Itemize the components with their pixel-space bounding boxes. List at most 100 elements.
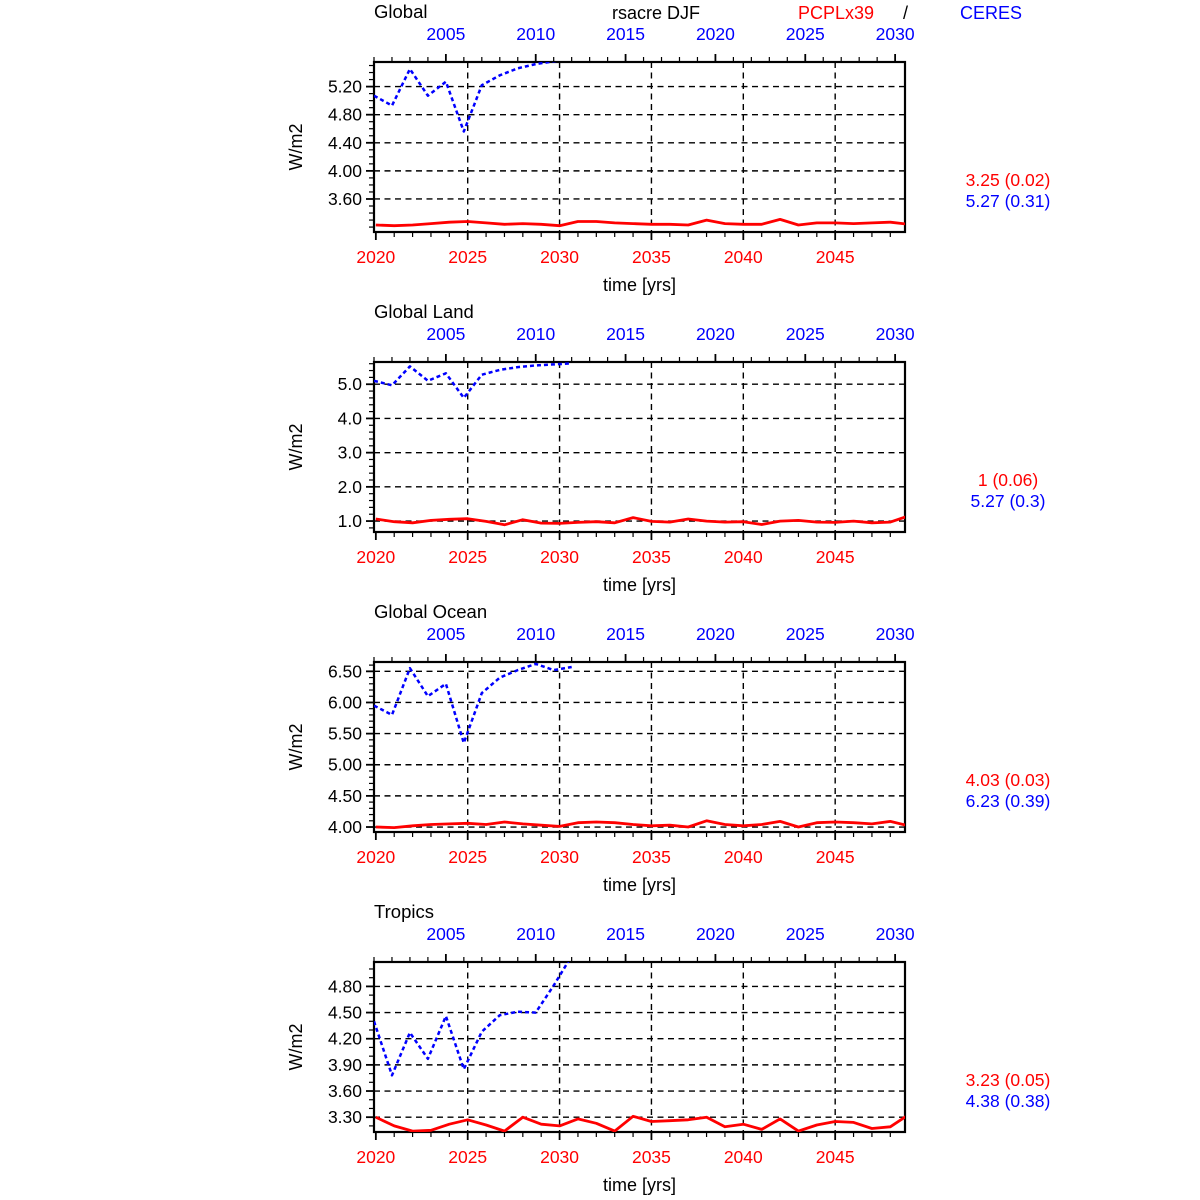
stat-model-value: 4.03 (0.03) <box>966 770 1051 790</box>
y-tick-label: 5.0 <box>338 374 363 394</box>
x-tick-label-top: 2010 <box>516 324 555 344</box>
x-tick-label-bottom: 2025 <box>448 547 487 567</box>
y-axis-label: W/m2 <box>286 724 306 771</box>
x-tick-label-bottom: 2020 <box>356 247 395 267</box>
panel-global: 3.60 4.00 4.40 4.80 5.20 2020 2025 2030 2035 2040… <box>286 1 1050 295</box>
x-tick-label-bottom: 2030 <box>540 547 579 567</box>
x-tick-label-top: 2020 <box>696 924 735 944</box>
y-tick-label: 3.30 <box>328 1107 362 1127</box>
x-tick-label-top: 2025 <box>786 324 825 344</box>
x-tick-label-bottom: 2020 <box>356 1147 395 1167</box>
x-tick-label-bottom: 2035 <box>632 247 671 267</box>
x-tick-label-top: 2010 <box>516 24 555 44</box>
x-tick-label-bottom: 2030 <box>540 1147 579 1167</box>
panel-title: Global <box>374 1 427 22</box>
panel-tropics: 3.30 3.60 3.90 4.20 4.50 4.80 2020 2025 2030 2035… <box>286 901 1050 1195</box>
y-axis-label: W/m2 <box>286 124 306 171</box>
series-pcplx39-line <box>375 515 905 527</box>
y-tick-label: 5.20 <box>328 77 362 97</box>
stat-model-value: 1 (0.06) <box>978 470 1038 490</box>
x-tick-label-top: 2005 <box>426 624 465 644</box>
y-axis-label: W/m2 <box>286 1024 306 1071</box>
plot-border <box>372 60 907 234</box>
series-ceres-line <box>374 662 572 745</box>
x-tick-label-top: 2030 <box>876 924 915 944</box>
panel-title: Global Land <box>374 301 474 322</box>
x-tick-label-top: 2025 <box>786 924 825 944</box>
y-tick-label: 4.50 <box>328 786 362 806</box>
stat-model-value: 3.25 (0.02) <box>966 170 1051 190</box>
x-axis-label: time [yrs] <box>603 275 676 295</box>
y-tick-label: 4.00 <box>328 817 362 837</box>
series-pcplx39-line <box>375 217 905 228</box>
y-tick-label: 2.0 <box>338 477 363 497</box>
y-axis-label: W/m2 <box>286 424 306 471</box>
x-tick-label-top: 2020 <box>696 24 735 44</box>
series-ceres-line <box>374 62 558 133</box>
y-tick-label: 1.0 <box>338 511 363 531</box>
y-tick-label: 3.0 <box>338 443 363 463</box>
plot-border <box>372 660 907 834</box>
stat-model-value: 3.23 (0.05) <box>966 1070 1051 1090</box>
y-tick-label: 4.80 <box>328 976 362 996</box>
x-tick-label-bottom: 2035 <box>632 547 671 567</box>
panel-global-land: 1.0 2.0 3.0 4.0 5.0 2020 2025 2030 2035 2040 2045 2… <box>286 301 1045 595</box>
y-tick-label: 4.0 <box>338 408 363 428</box>
plot-border <box>372 360 907 534</box>
plot-border <box>372 960 907 1134</box>
series-pcplx39-line <box>375 1114 905 1132</box>
x-tick-label-top: 2005 <box>426 324 465 344</box>
y-tick-label: 4.80 <box>328 105 362 125</box>
x-tick-label-top: 2020 <box>696 624 735 644</box>
x-tick-label-bottom: 2035 <box>632 847 671 867</box>
x-tick-label-top: 2015 <box>606 624 645 644</box>
stat-obs-value: 5.27 (0.31) <box>966 191 1051 211</box>
y-tick-label: 3.60 <box>328 189 362 209</box>
panel-global-ocean: 4.00 4.50 5.00 5.50 6.00 6.50 2020 2025 2030 2035… <box>286 601 1050 895</box>
x-tick-label-top: 2030 <box>876 624 915 644</box>
x-tick-label-bottom: 2040 <box>724 847 763 867</box>
x-tick-label-top: 2010 <box>516 924 555 944</box>
x-tick-label-bottom: 2020 <box>356 847 395 867</box>
stat-obs-value: 5.27 (0.3) <box>971 491 1046 511</box>
x-tick-label-top: 2025 <box>786 624 825 644</box>
model-series-label: PCPLx39 <box>798 3 875 23</box>
separator-label: / <box>903 3 909 23</box>
y-tick-label: 5.00 <box>328 755 362 775</box>
y-tick-label: 6.00 <box>328 692 362 712</box>
y-tick-label: 4.40 <box>328 133 362 153</box>
x-tick-label-bottom: 2025 <box>448 247 487 267</box>
panel-title: Global Ocean <box>374 601 487 622</box>
x-tick-label-bottom: 2040 <box>724 247 763 267</box>
y-tick-label: 4.20 <box>328 1029 362 1049</box>
x-tick-label-top: 2015 <box>606 924 645 944</box>
x-tick-label-bottom: 2025 <box>448 847 487 867</box>
x-tick-label-bottom: 2045 <box>816 247 855 267</box>
x-tick-label-top: 2025 <box>786 24 825 44</box>
x-axis-label: time [yrs] <box>603 1175 676 1195</box>
x-tick-label-bottom: 2045 <box>816 847 855 867</box>
stat-obs-value: 4.38 (0.38) <box>966 1091 1051 1111</box>
x-tick-label-top: 2005 <box>426 24 465 44</box>
y-tick-label: 3.90 <box>328 1055 362 1075</box>
x-tick-label-bottom: 2045 <box>816 1147 855 1167</box>
x-axis-label: time [yrs] <box>603 875 676 895</box>
x-tick-label-bottom: 2025 <box>448 1147 487 1167</box>
x-tick-label-top: 2020 <box>696 324 735 344</box>
x-tick-label-bottom: 2030 <box>540 847 579 867</box>
x-tick-label-top: 2030 <box>876 24 915 44</box>
x-tick-label-top: 2015 <box>606 24 645 44</box>
y-tick-label: 5.50 <box>328 724 362 744</box>
x-tick-label-bottom: 2030 <box>540 247 579 267</box>
x-tick-label-bottom: 2035 <box>632 1147 671 1167</box>
x-tick-label-top: 2015 <box>606 324 645 344</box>
series-pcplx39-line <box>375 819 905 829</box>
x-tick-label-top: 2010 <box>516 624 555 644</box>
series-ceres-line <box>374 962 570 1077</box>
x-tick-label-bottom: 2040 <box>724 1147 763 1167</box>
x-tick-label-top: 2005 <box>426 924 465 944</box>
x-tick-label-bottom: 2020 <box>356 547 395 567</box>
stat-obs-value: 6.23 (0.39) <box>966 791 1051 811</box>
